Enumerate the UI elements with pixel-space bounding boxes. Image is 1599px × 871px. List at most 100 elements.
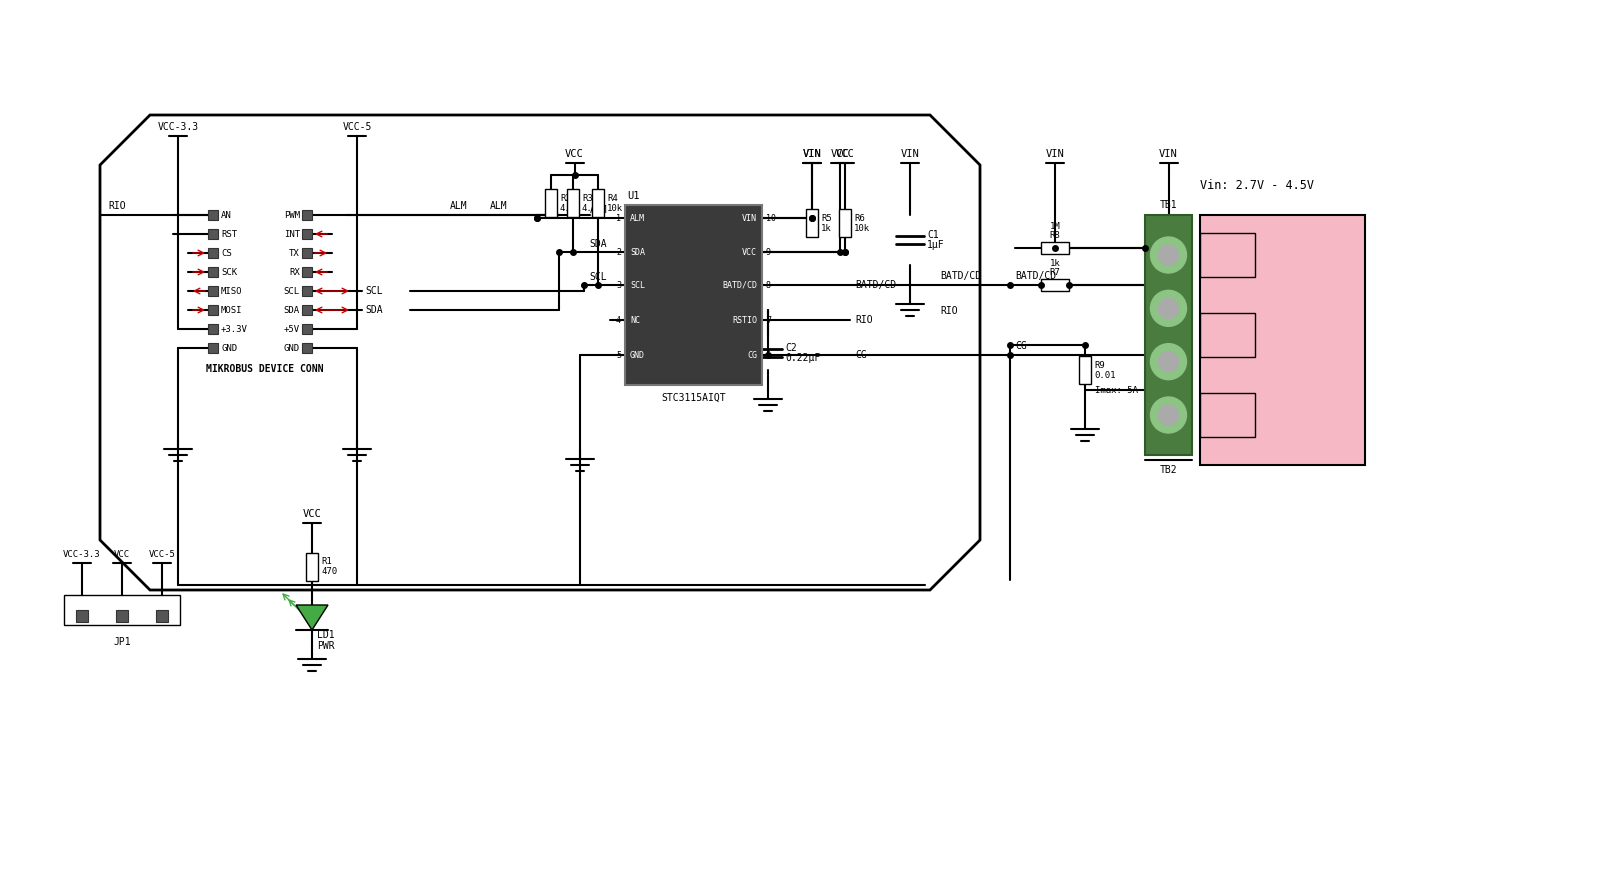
Bar <box>208 210 217 220</box>
Text: GND: GND <box>1199 228 1222 241</box>
Text: SDA: SDA <box>285 306 301 314</box>
Text: C2: C2 <box>785 343 796 353</box>
Text: +3.3V: +3.3V <box>221 325 248 334</box>
Circle shape <box>1159 405 1178 425</box>
Text: Vin: 2.7V - 4.5V: Vin: 2.7V - 4.5V <box>1199 179 1314 192</box>
Bar <box>302 286 312 296</box>
Text: SCL: SCL <box>590 272 608 282</box>
Bar <box>305 553 318 581</box>
Text: 5: 5 <box>616 350 620 360</box>
Text: 7: 7 <box>766 315 771 325</box>
Text: MOSI: MOSI <box>221 306 243 314</box>
Bar <box>302 210 312 220</box>
Text: VCC: VCC <box>302 509 321 519</box>
Text: TX: TX <box>289 248 301 258</box>
Text: VCC: VCC <box>836 149 854 159</box>
Bar <box>302 229 312 239</box>
Text: 2: 2 <box>616 247 620 256</box>
Text: 1M: 1M <box>1049 222 1060 231</box>
Text: RIO: RIO <box>855 315 873 325</box>
Bar <box>1199 393 1255 437</box>
Text: JP1: JP1 <box>114 637 131 647</box>
Bar <box>208 248 217 258</box>
Bar <box>568 189 579 217</box>
Bar <box>592 189 604 217</box>
Text: VIN: VIN <box>1046 149 1065 159</box>
Polygon shape <box>296 605 328 630</box>
Text: MISO: MISO <box>221 287 243 295</box>
Text: R4: R4 <box>608 193 617 202</box>
Text: RST: RST <box>221 229 237 239</box>
Text: C1: C1 <box>927 230 939 240</box>
Bar <box>302 248 312 258</box>
Text: VCC: VCC <box>114 550 130 559</box>
Text: CS: CS <box>221 248 232 258</box>
Bar <box>545 189 556 217</box>
Text: 6: 6 <box>766 350 771 360</box>
Text: SDA: SDA <box>630 247 644 256</box>
Text: 0.22μF: 0.22μF <box>785 353 820 363</box>
Bar <box>117 610 128 622</box>
Text: BATD/CD: BATD/CD <box>723 280 756 289</box>
Text: TB1: TB1 <box>1159 200 1177 210</box>
Text: 1: 1 <box>616 213 620 222</box>
Circle shape <box>1151 237 1186 273</box>
Text: RIO: RIO <box>940 306 958 316</box>
Text: MIKROBUS DEVICE CONN: MIKROBUS DEVICE CONN <box>206 364 323 374</box>
Text: RIO: RIO <box>109 201 126 211</box>
Text: BAT+: BAT+ <box>1215 250 1241 260</box>
Text: Pack: Pack <box>1260 343 1305 361</box>
Text: Imax: 5A: Imax: 5A <box>1095 386 1138 395</box>
Text: BATD/CD: BATD/CD <box>1015 271 1055 281</box>
Text: VIN: VIN <box>803 149 822 159</box>
Text: R5: R5 <box>820 213 831 222</box>
Text: BAT+: BAT+ <box>1268 319 1297 332</box>
Text: BATD/CD: BATD/CD <box>940 271 982 281</box>
Text: R1: R1 <box>321 557 331 566</box>
Text: SCL: SCL <box>630 280 644 289</box>
Bar <box>1199 233 1255 277</box>
Bar <box>839 209 851 237</box>
Bar <box>1041 279 1070 291</box>
Text: R8: R8 <box>1049 231 1060 240</box>
Text: VCC-5: VCC-5 <box>149 550 176 559</box>
Bar <box>806 209 819 237</box>
Bar <box>1041 242 1070 254</box>
Text: TB2: TB2 <box>1159 465 1177 475</box>
Text: VCC: VCC <box>830 149 849 159</box>
Text: PWM: PWM <box>285 211 301 219</box>
Circle shape <box>1151 344 1186 380</box>
Text: CG: CG <box>747 350 756 360</box>
Bar <box>625 205 763 385</box>
Text: SCL: SCL <box>285 287 301 295</box>
Text: 1k: 1k <box>820 224 831 233</box>
Text: VCC: VCC <box>564 149 584 159</box>
Text: R9: R9 <box>1094 361 1105 369</box>
Bar <box>208 324 217 334</box>
Text: 0.01: 0.01 <box>1094 370 1116 380</box>
Text: R2: R2 <box>560 193 571 202</box>
Text: VCC: VCC <box>742 247 756 256</box>
Circle shape <box>1151 397 1186 433</box>
Text: LD1: LD1 <box>317 630 334 640</box>
Text: VCC-5: VCC-5 <box>342 122 371 132</box>
Text: 1μF: 1μF <box>927 240 945 250</box>
Text: SDA: SDA <box>590 239 608 249</box>
Text: 10: 10 <box>766 213 776 222</box>
Circle shape <box>1159 245 1178 265</box>
Text: +5V: +5V <box>285 325 301 334</box>
Text: ALM: ALM <box>630 213 644 222</box>
Bar <box>1079 356 1091 384</box>
Bar <box>1199 215 1366 465</box>
Text: PWR: PWR <box>317 641 334 651</box>
Text: U1: U1 <box>627 191 640 201</box>
Text: THM: THM <box>1218 330 1238 340</box>
Bar <box>302 324 312 334</box>
Text: BAT-: BAT- <box>1215 410 1241 420</box>
Circle shape <box>1159 299 1178 318</box>
Text: 1k: 1k <box>1049 259 1060 268</box>
Text: STC3115AIQT: STC3115AIQT <box>662 393 726 403</box>
Bar <box>77 610 88 622</box>
Text: R6: R6 <box>854 213 865 222</box>
Text: NC: NC <box>630 315 640 325</box>
